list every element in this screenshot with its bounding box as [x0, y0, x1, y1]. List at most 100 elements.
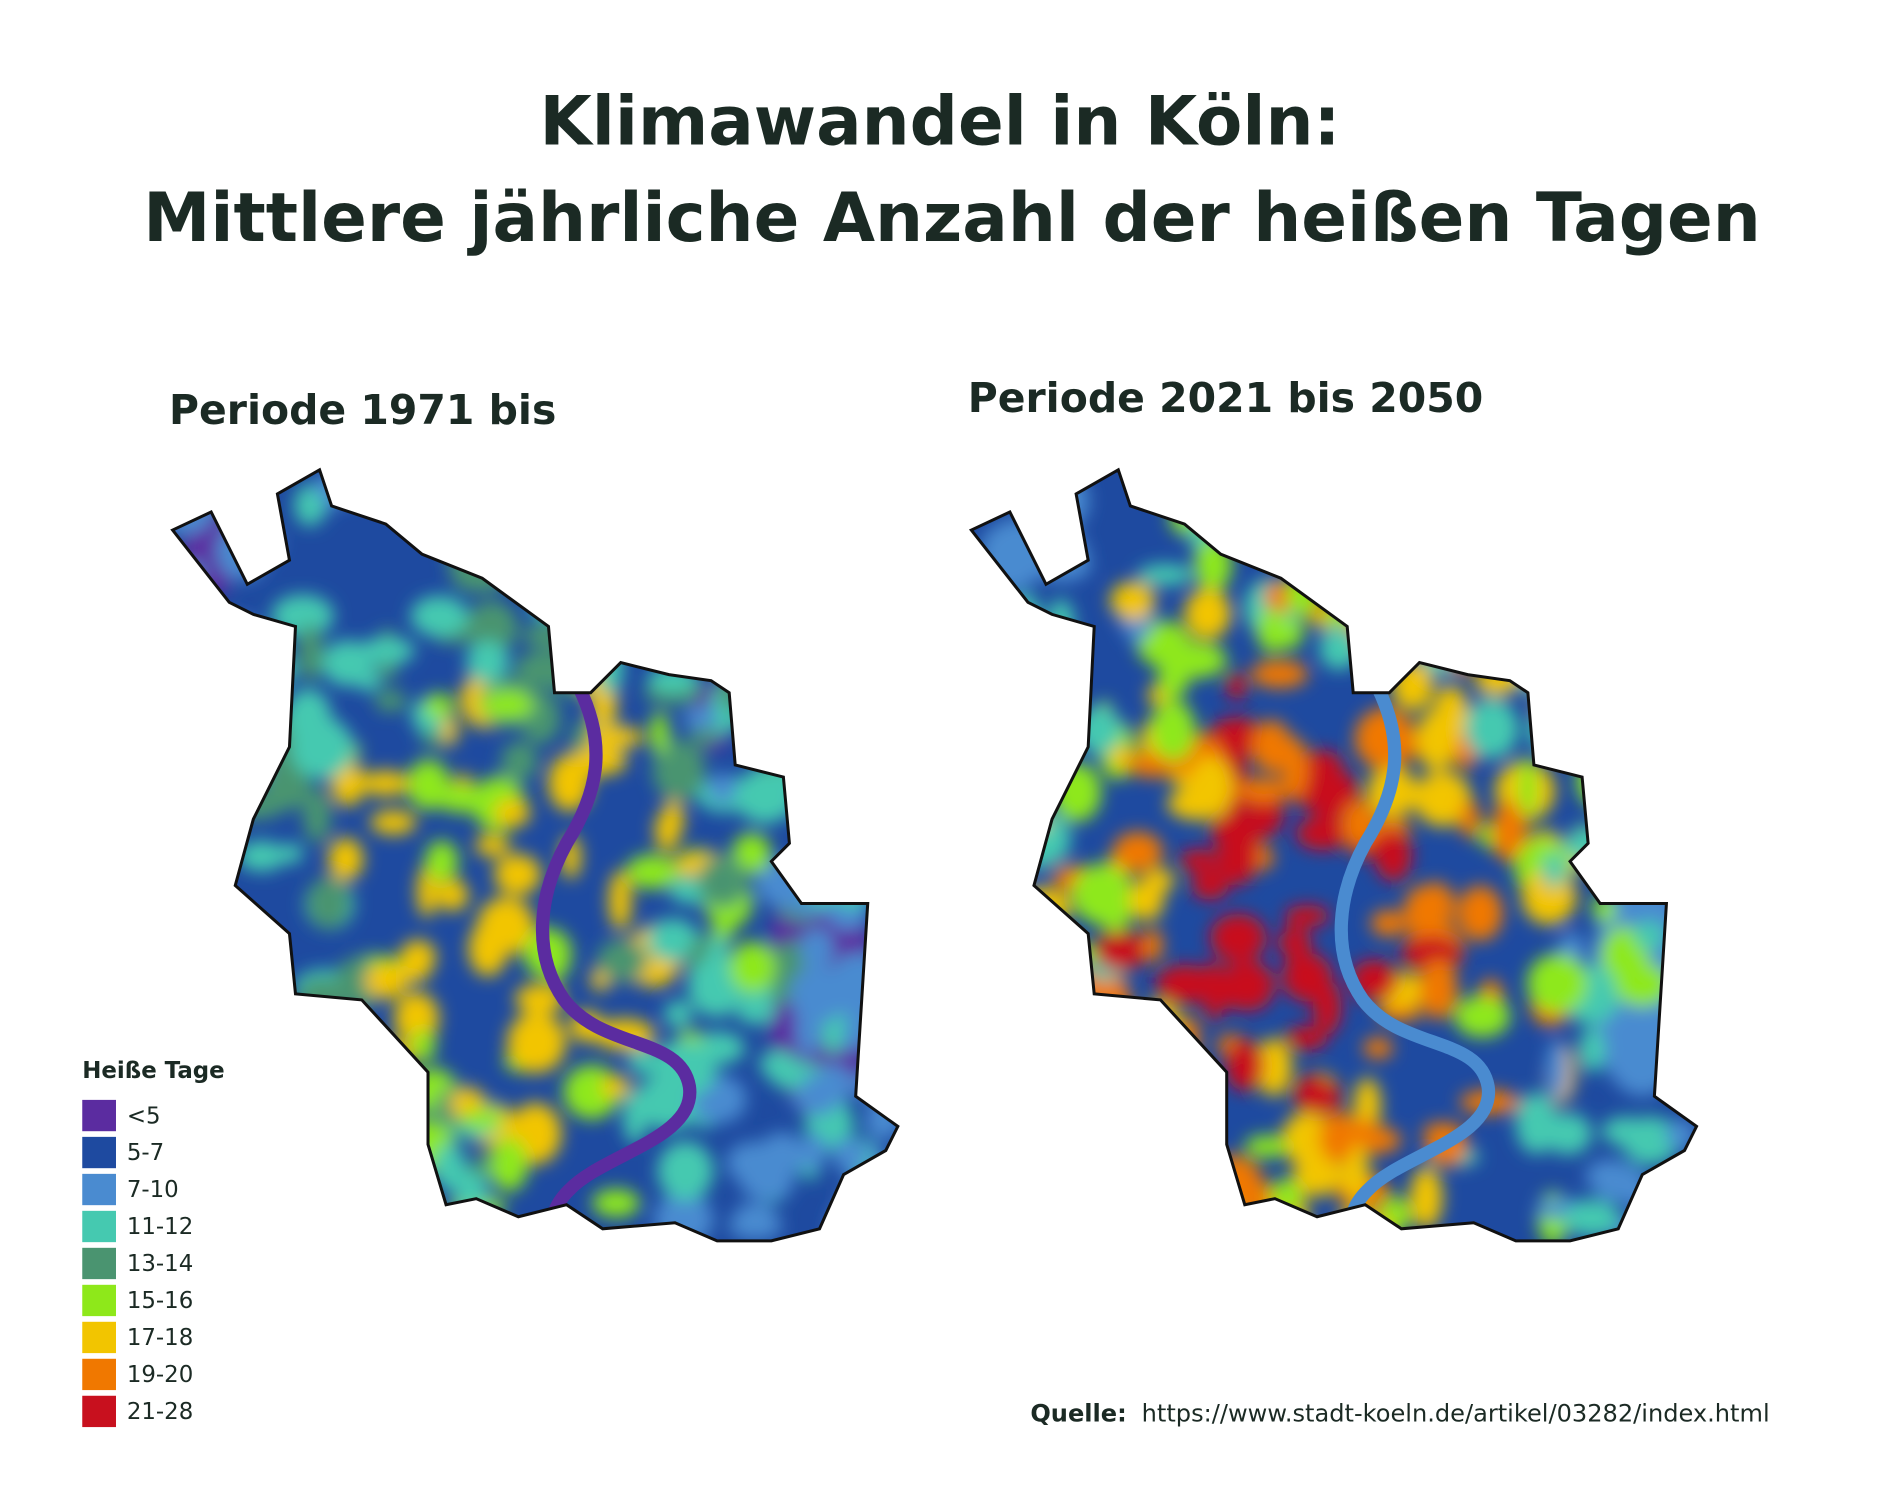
heat-area	[358, 1087, 396, 1149]
heat-area	[800, 989, 855, 1014]
heat-area	[1083, 1099, 1137, 1160]
heat-area	[194, 779, 218, 810]
legend-label: 21-28	[127, 1399, 193, 1425]
legend-label: 11-12	[127, 1214, 193, 1240]
heat-area	[790, 750, 840, 795]
heat-area	[172, 920, 216, 975]
heat-area	[596, 939, 648, 982]
heat-area	[302, 789, 332, 844]
legend-swatch	[82, 1099, 116, 1132]
heat-area	[1188, 756, 1234, 817]
heat-area	[1440, 486, 1470, 517]
heat-area	[172, 616, 212, 663]
heat-area	[175, 612, 197, 673]
heat-area	[1285, 1026, 1327, 1051]
heat-area	[971, 871, 1010, 894]
heat-area	[279, 843, 304, 864]
legend-swatch	[82, 1136, 116, 1169]
legend-label: 7-10	[127, 1177, 179, 1203]
heat-area	[1653, 626, 1697, 665]
heat-area	[1033, 652, 1061, 691]
heat-area	[1313, 980, 1342, 1034]
heat-area	[784, 473, 847, 535]
heat-area	[600, 475, 653, 501]
legend-swatch	[82, 1173, 116, 1206]
heat-area	[1521, 868, 1577, 925]
heat-area	[826, 602, 853, 640]
heat-area	[480, 689, 535, 721]
heat-area	[1631, 811, 1653, 844]
heat-area	[625, 854, 678, 890]
heat-area	[1035, 1071, 1071, 1114]
heat-area	[1236, 777, 1290, 803]
heat-area	[1296, 495, 1352, 534]
heat-area	[1415, 560, 1469, 606]
heat-area	[802, 1132, 827, 1171]
heat-area	[738, 514, 771, 552]
heat-area	[971, 1210, 1028, 1241]
heat-area	[995, 666, 1020, 712]
heat-area	[1464, 698, 1519, 759]
heat-area	[1491, 801, 1528, 863]
heat-area	[994, 1028, 1056, 1054]
heat-area	[424, 840, 459, 883]
heat-area	[275, 1075, 302, 1121]
heat-area	[1137, 563, 1193, 586]
heat-area	[299, 1196, 331, 1226]
heat-area	[212, 1095, 246, 1134]
heat-area	[1032, 1209, 1080, 1241]
heat-area	[195, 828, 237, 848]
heat-area	[977, 662, 1037, 725]
heat-area	[1284, 918, 1305, 969]
heat-area	[981, 888, 1029, 944]
heat-area	[239, 1099, 265, 1128]
heat-area	[205, 658, 267, 691]
heat-area	[990, 1071, 1012, 1108]
heat-area	[1625, 693, 1670, 753]
legend: Heiße Tage <5 5-7 7-10 11-12 13-14 15-16 17-18…	[82, 1058, 225, 1428]
legend-label: 15-16	[127, 1288, 193, 1314]
heat-area	[1404, 593, 1428, 641]
heat-area	[1077, 1107, 1124, 1130]
heat-area	[776, 552, 829, 601]
heat-area	[1652, 560, 1697, 595]
heat-area	[1247, 477, 1307, 497]
heat-area	[1649, 474, 1676, 520]
heat-area	[1513, 640, 1554, 678]
heat-area	[1250, 660, 1309, 689]
heat-area	[1244, 1135, 1290, 1158]
heat-area	[879, 602, 898, 656]
heat-area	[848, 987, 898, 1045]
heat-area	[1186, 1162, 1216, 1219]
heat-area	[862, 994, 898, 1047]
heat-area	[1011, 649, 1044, 706]
heat-area	[780, 567, 831, 599]
heat-area	[814, 612, 857, 656]
heat-area	[351, 1051, 391, 1095]
heat-area	[296, 977, 343, 1033]
heat-area	[1067, 943, 1099, 965]
heat-area	[361, 770, 409, 797]
heat-area	[219, 696, 256, 716]
heat-area	[1016, 1036, 1039, 1062]
heat-area	[799, 928, 834, 970]
heat-area	[1129, 877, 1165, 921]
heat-area	[853, 1069, 898, 1103]
heat-area	[337, 1116, 393, 1174]
heat-area	[1319, 1111, 1356, 1164]
heat-area	[423, 693, 454, 719]
heat-area	[739, 584, 780, 644]
heat-area	[1215, 829, 1259, 885]
heat-area	[759, 1050, 798, 1078]
heat-area	[744, 469, 802, 516]
heat-area	[206, 469, 265, 513]
heat-area	[976, 1042, 1025, 1078]
heat-area	[1406, 595, 1451, 633]
heat-area	[1538, 529, 1599, 564]
heat-area	[795, 634, 821, 675]
heat-area	[267, 1030, 320, 1081]
heat-area	[684, 705, 718, 731]
heat-area	[1143, 1178, 1199, 1223]
heat-area	[507, 1011, 567, 1074]
heat-area	[1084, 1202, 1135, 1241]
